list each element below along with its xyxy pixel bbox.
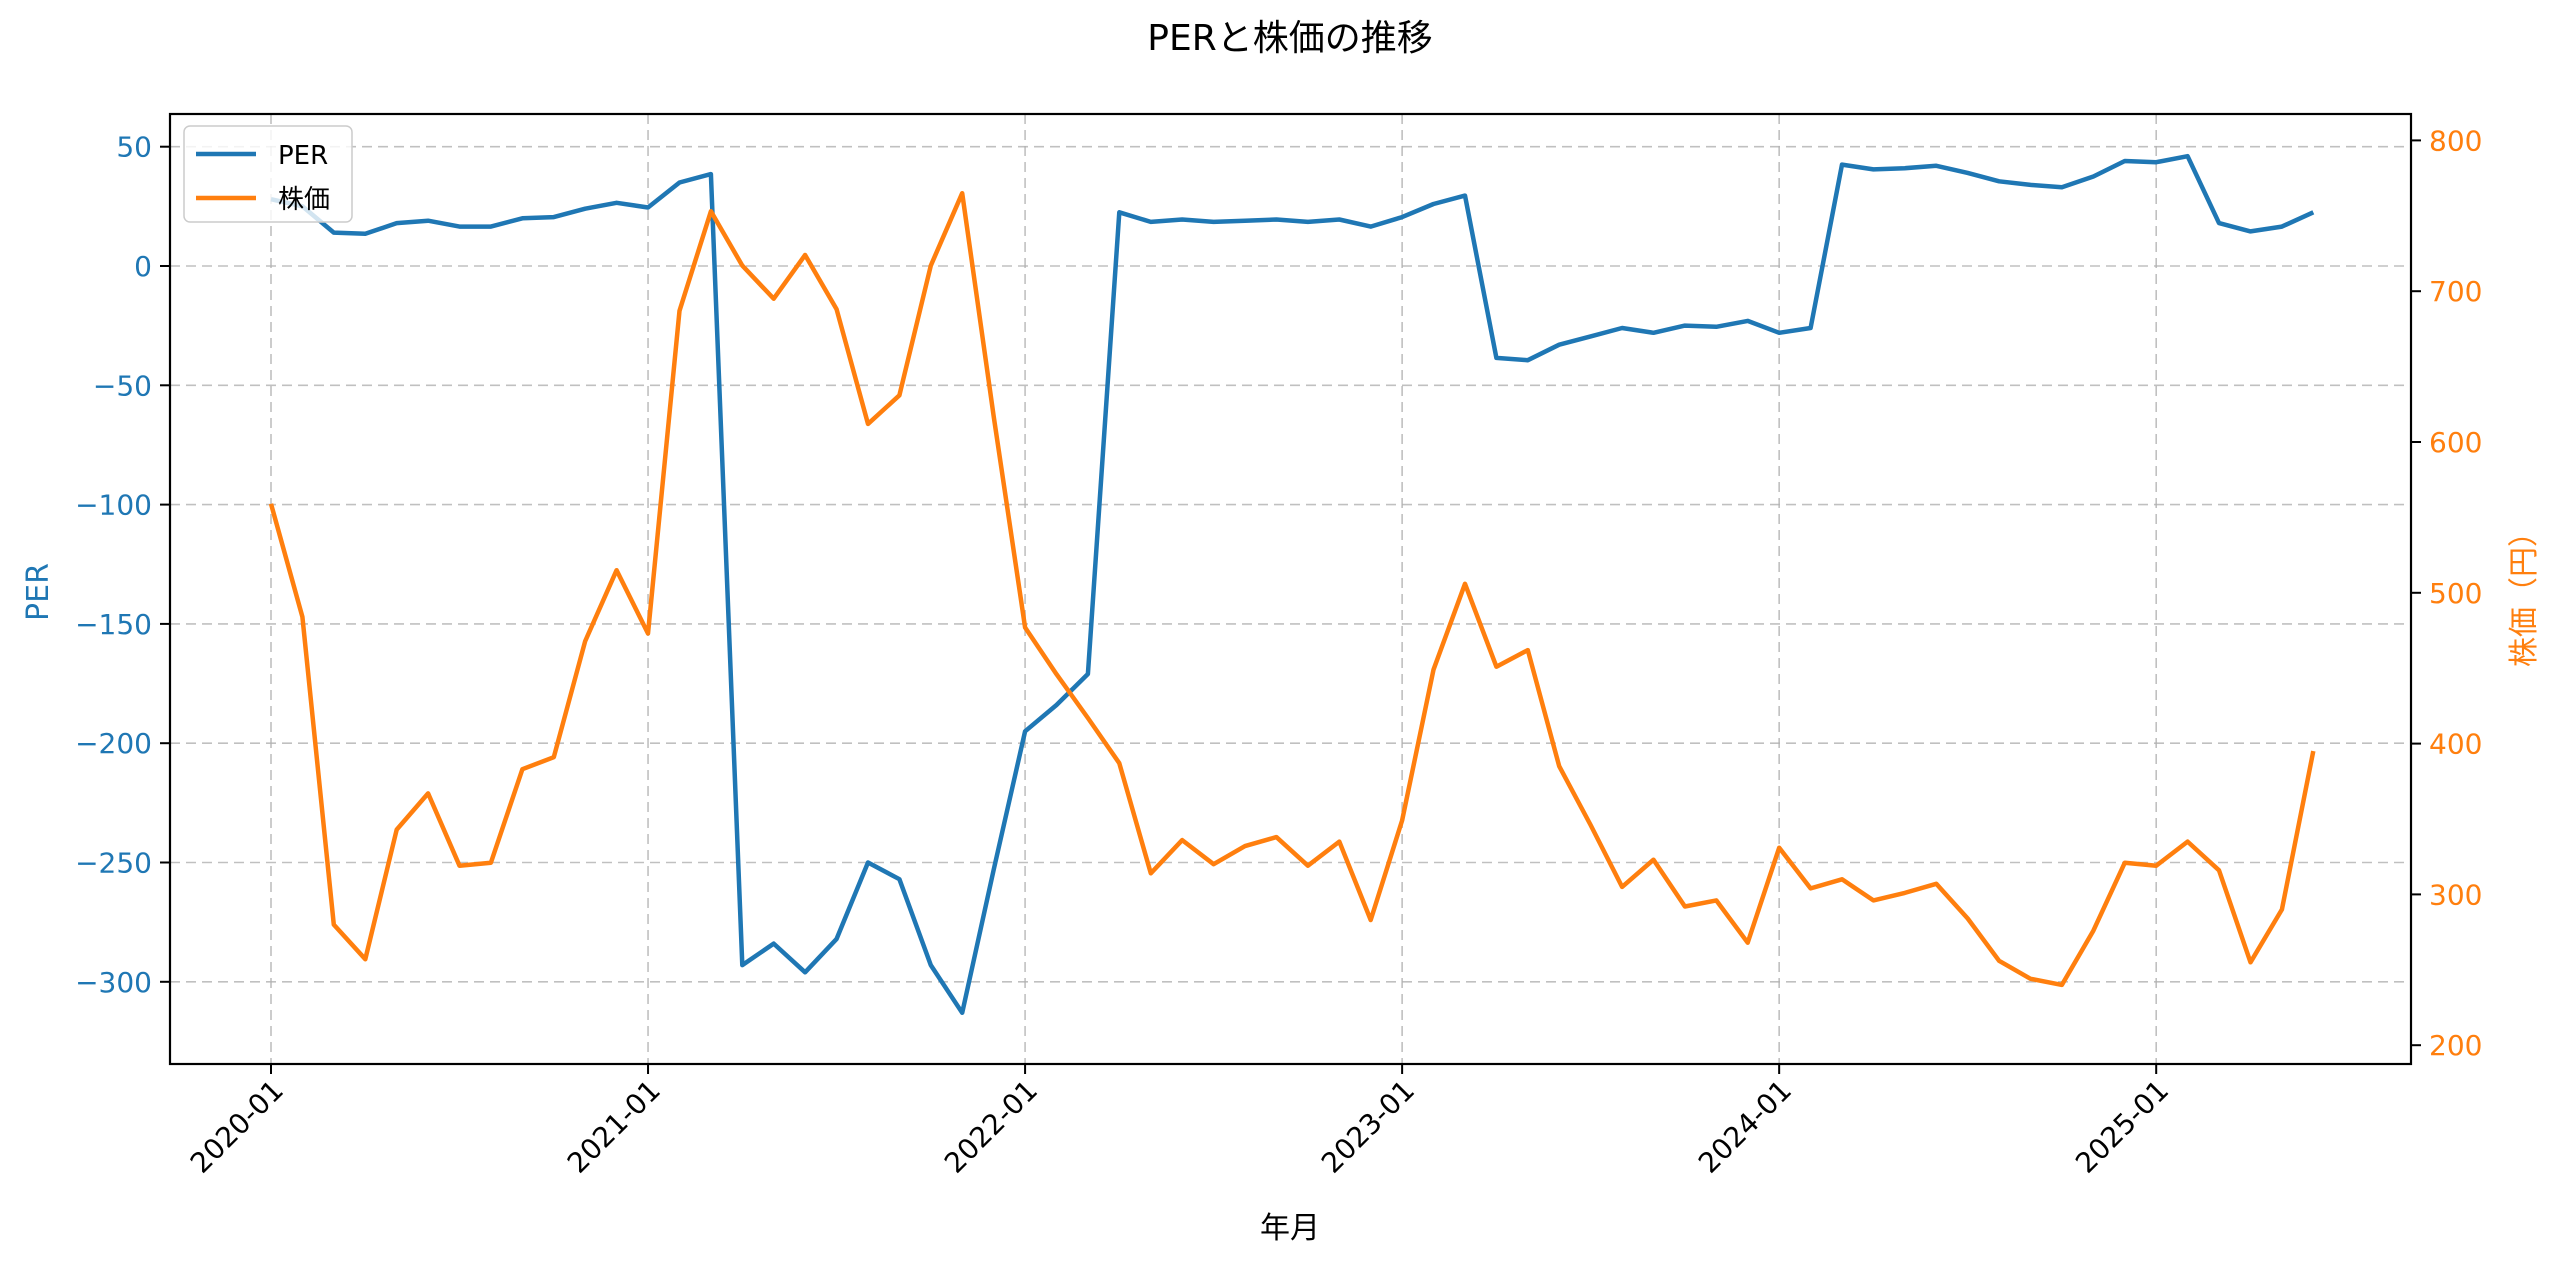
right-tick-label: 600 [2429, 426, 2482, 459]
right-tick-label: 800 [2429, 124, 2482, 157]
chart-title: PERと株価の推移 [1147, 18, 1432, 59]
right-axis: 800 700 600 500 400 300 200 [2411, 124, 2482, 1062]
plot-frame [168, 112, 2413, 1066]
x-tick-label: 2022-01 [938, 1074, 1044, 1180]
right-tick-label: 700 [2429, 275, 2482, 308]
x-axis: 2020-01 2021-01 2022-01 2023-01 2024-01 2025-… [184, 1064, 2175, 1180]
left-tick-label: −150 [75, 608, 152, 641]
x-tick-label: 2020-01 [184, 1074, 290, 1180]
grid [170, 114, 2411, 1064]
legend-label-price: 株価 [278, 185, 330, 215]
series-lines [268, 153, 2316, 1016]
left-tick-label: 50 [116, 131, 152, 164]
x-tick-label: 2023-01 [1315, 1074, 1421, 1180]
left-tick-label: 0 [134, 250, 152, 283]
left-tick-label: −250 [75, 847, 152, 880]
price-line [268, 190, 2316, 988]
legend: PER 株価 [183, 125, 353, 223]
left-tick-label: −300 [75, 966, 152, 999]
right-tick-label: 300 [2429, 878, 2482, 911]
right-tick-label: 500 [2429, 577, 2482, 610]
y-axis-left-label: PER [21, 563, 56, 621]
x-axis-label: 年月 [1260, 1211, 1320, 1246]
legend-label-per: PER [278, 141, 328, 171]
left-tick-label: −200 [75, 727, 152, 760]
x-tick-label: 2024-01 [1692, 1074, 1798, 1180]
right-tick-label: 200 [2429, 1029, 2482, 1062]
x-tick-label: 2025-01 [2069, 1074, 2175, 1180]
per-line [270, 153, 2315, 1016]
left-tick-label: −50 [93, 369, 152, 402]
x-tick-label: 2021-01 [561, 1074, 667, 1180]
left-axis: 50 0 −50 −100 −150 −200 −250 −300 [75, 131, 170, 999]
left-tick-label: −100 [75, 489, 152, 522]
y-axis-right-label: 株価（円） [2507, 517, 2542, 667]
right-tick-label: 400 [2429, 728, 2482, 761]
